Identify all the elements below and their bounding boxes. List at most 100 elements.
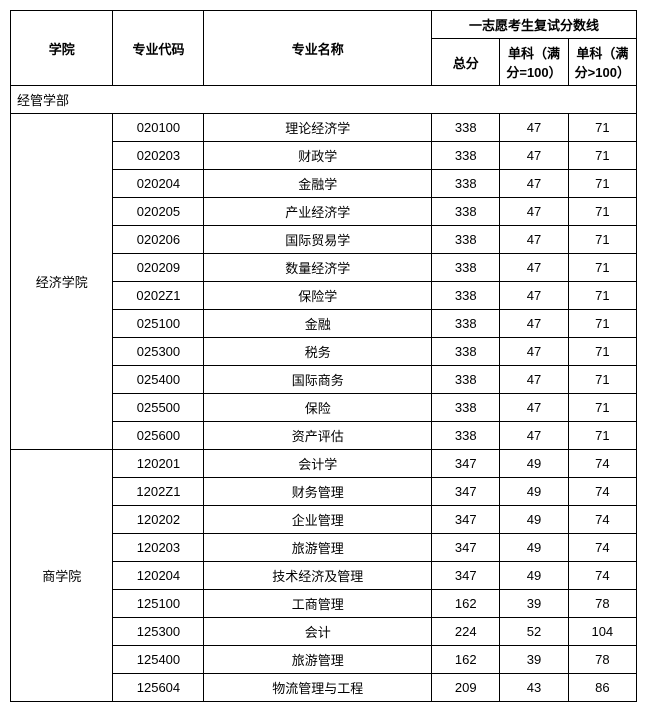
sub1-cell: 49	[500, 478, 568, 506]
sub1-cell: 47	[500, 114, 568, 142]
total-cell: 338	[432, 282, 500, 310]
table-row: 商学院120201会计学3474974	[11, 450, 637, 478]
major-cell: 国际贸易学	[204, 226, 432, 254]
sub2-cell: 86	[568, 674, 636, 702]
code-cell: 020203	[113, 142, 204, 170]
major-cell: 资产评估	[204, 422, 432, 450]
header-college: 学院	[11, 11, 113, 86]
total-cell: 162	[432, 646, 500, 674]
sub2-cell: 74	[568, 478, 636, 506]
code-cell: 020209	[113, 254, 204, 282]
total-cell: 224	[432, 618, 500, 646]
major-cell: 税务	[204, 338, 432, 366]
total-cell: 347	[432, 478, 500, 506]
sub2-cell: 71	[568, 310, 636, 338]
college-cell: 商学院	[11, 450, 113, 702]
code-cell: 120203	[113, 534, 204, 562]
sub2-cell: 71	[568, 366, 636, 394]
code-cell: 020205	[113, 198, 204, 226]
header-total: 总分	[432, 39, 500, 86]
major-cell: 金融学	[204, 170, 432, 198]
sub1-cell: 47	[500, 198, 568, 226]
total-cell: 347	[432, 534, 500, 562]
total-cell: 338	[432, 114, 500, 142]
sub2-cell: 104	[568, 618, 636, 646]
header-code: 专业代码	[113, 11, 204, 86]
total-cell: 338	[432, 198, 500, 226]
sub1-cell: 47	[500, 170, 568, 198]
sub2-cell: 71	[568, 170, 636, 198]
header-score-group: 一志愿考生复试分数线	[432, 11, 637, 39]
code-cell: 125300	[113, 618, 204, 646]
code-cell: 0202Z1	[113, 282, 204, 310]
sub1-cell: 47	[500, 254, 568, 282]
sub2-cell: 71	[568, 198, 636, 226]
sub1-cell: 47	[500, 394, 568, 422]
major-cell: 保险学	[204, 282, 432, 310]
sub2-cell: 74	[568, 450, 636, 478]
major-cell: 物流管理与工程	[204, 674, 432, 702]
major-cell: 财务管理	[204, 478, 432, 506]
section-label: 经管学部	[11, 86, 637, 114]
total-cell: 338	[432, 142, 500, 170]
total-cell: 347	[432, 506, 500, 534]
sub2-cell: 74	[568, 534, 636, 562]
total-cell: 338	[432, 310, 500, 338]
table-row: 经济学院020100理论经济学3384771	[11, 114, 637, 142]
total-cell: 338	[432, 170, 500, 198]
sub2-cell: 71	[568, 394, 636, 422]
code-cell: 1202Z1	[113, 478, 204, 506]
code-cell: 120202	[113, 506, 204, 534]
table-header: 学院 专业代码 专业名称 一志愿考生复试分数线 总分 单科（满分=100） 单科…	[11, 11, 637, 86]
sub2-cell: 78	[568, 646, 636, 674]
major-cell: 财政学	[204, 142, 432, 170]
major-cell: 金融	[204, 310, 432, 338]
code-cell: 020204	[113, 170, 204, 198]
total-cell: 338	[432, 226, 500, 254]
total-cell: 338	[432, 338, 500, 366]
code-cell: 020206	[113, 226, 204, 254]
sub2-cell: 71	[568, 282, 636, 310]
code-cell: 025600	[113, 422, 204, 450]
total-cell: 338	[432, 422, 500, 450]
major-cell: 会计	[204, 618, 432, 646]
major-cell: 企业管理	[204, 506, 432, 534]
sub2-cell: 71	[568, 142, 636, 170]
sub2-cell: 74	[568, 562, 636, 590]
total-cell: 347	[432, 450, 500, 478]
total-cell: 338	[432, 394, 500, 422]
major-cell: 旅游管理	[204, 646, 432, 674]
sub1-cell: 47	[500, 422, 568, 450]
college-cell: 经济学院	[11, 114, 113, 450]
code-cell: 025400	[113, 366, 204, 394]
sub2-cell: 74	[568, 506, 636, 534]
total-cell: 347	[432, 562, 500, 590]
sub1-cell: 47	[500, 310, 568, 338]
major-cell: 国际商务	[204, 366, 432, 394]
major-cell: 数量经济学	[204, 254, 432, 282]
score-table: 学院 专业代码 专业名称 一志愿考生复试分数线 总分 单科（满分=100） 单科…	[10, 10, 637, 702]
sub1-cell: 47	[500, 366, 568, 394]
sub1-cell: 47	[500, 338, 568, 366]
code-cell: 120204	[113, 562, 204, 590]
major-cell: 理论经济学	[204, 114, 432, 142]
sub1-cell: 43	[500, 674, 568, 702]
code-cell: 125400	[113, 646, 204, 674]
sub2-cell: 71	[568, 422, 636, 450]
total-cell: 338	[432, 366, 500, 394]
sub2-cell: 71	[568, 338, 636, 366]
code-cell: 120201	[113, 450, 204, 478]
table-body: 经管学部经济学院020100理论经济学3384771020203财政学33847…	[11, 86, 637, 702]
sub2-cell: 71	[568, 254, 636, 282]
sub1-cell: 49	[500, 562, 568, 590]
code-cell: 025100	[113, 310, 204, 338]
header-sub-le100: 单科（满分=100）	[500, 39, 568, 86]
sub1-cell: 49	[500, 450, 568, 478]
sub1-cell: 49	[500, 506, 568, 534]
sub2-cell: 71	[568, 226, 636, 254]
sub1-cell: 39	[500, 646, 568, 674]
header-sub-gt100: 单科（满分>100）	[568, 39, 636, 86]
sub1-cell: 47	[500, 142, 568, 170]
code-cell: 025300	[113, 338, 204, 366]
sub1-cell: 49	[500, 534, 568, 562]
